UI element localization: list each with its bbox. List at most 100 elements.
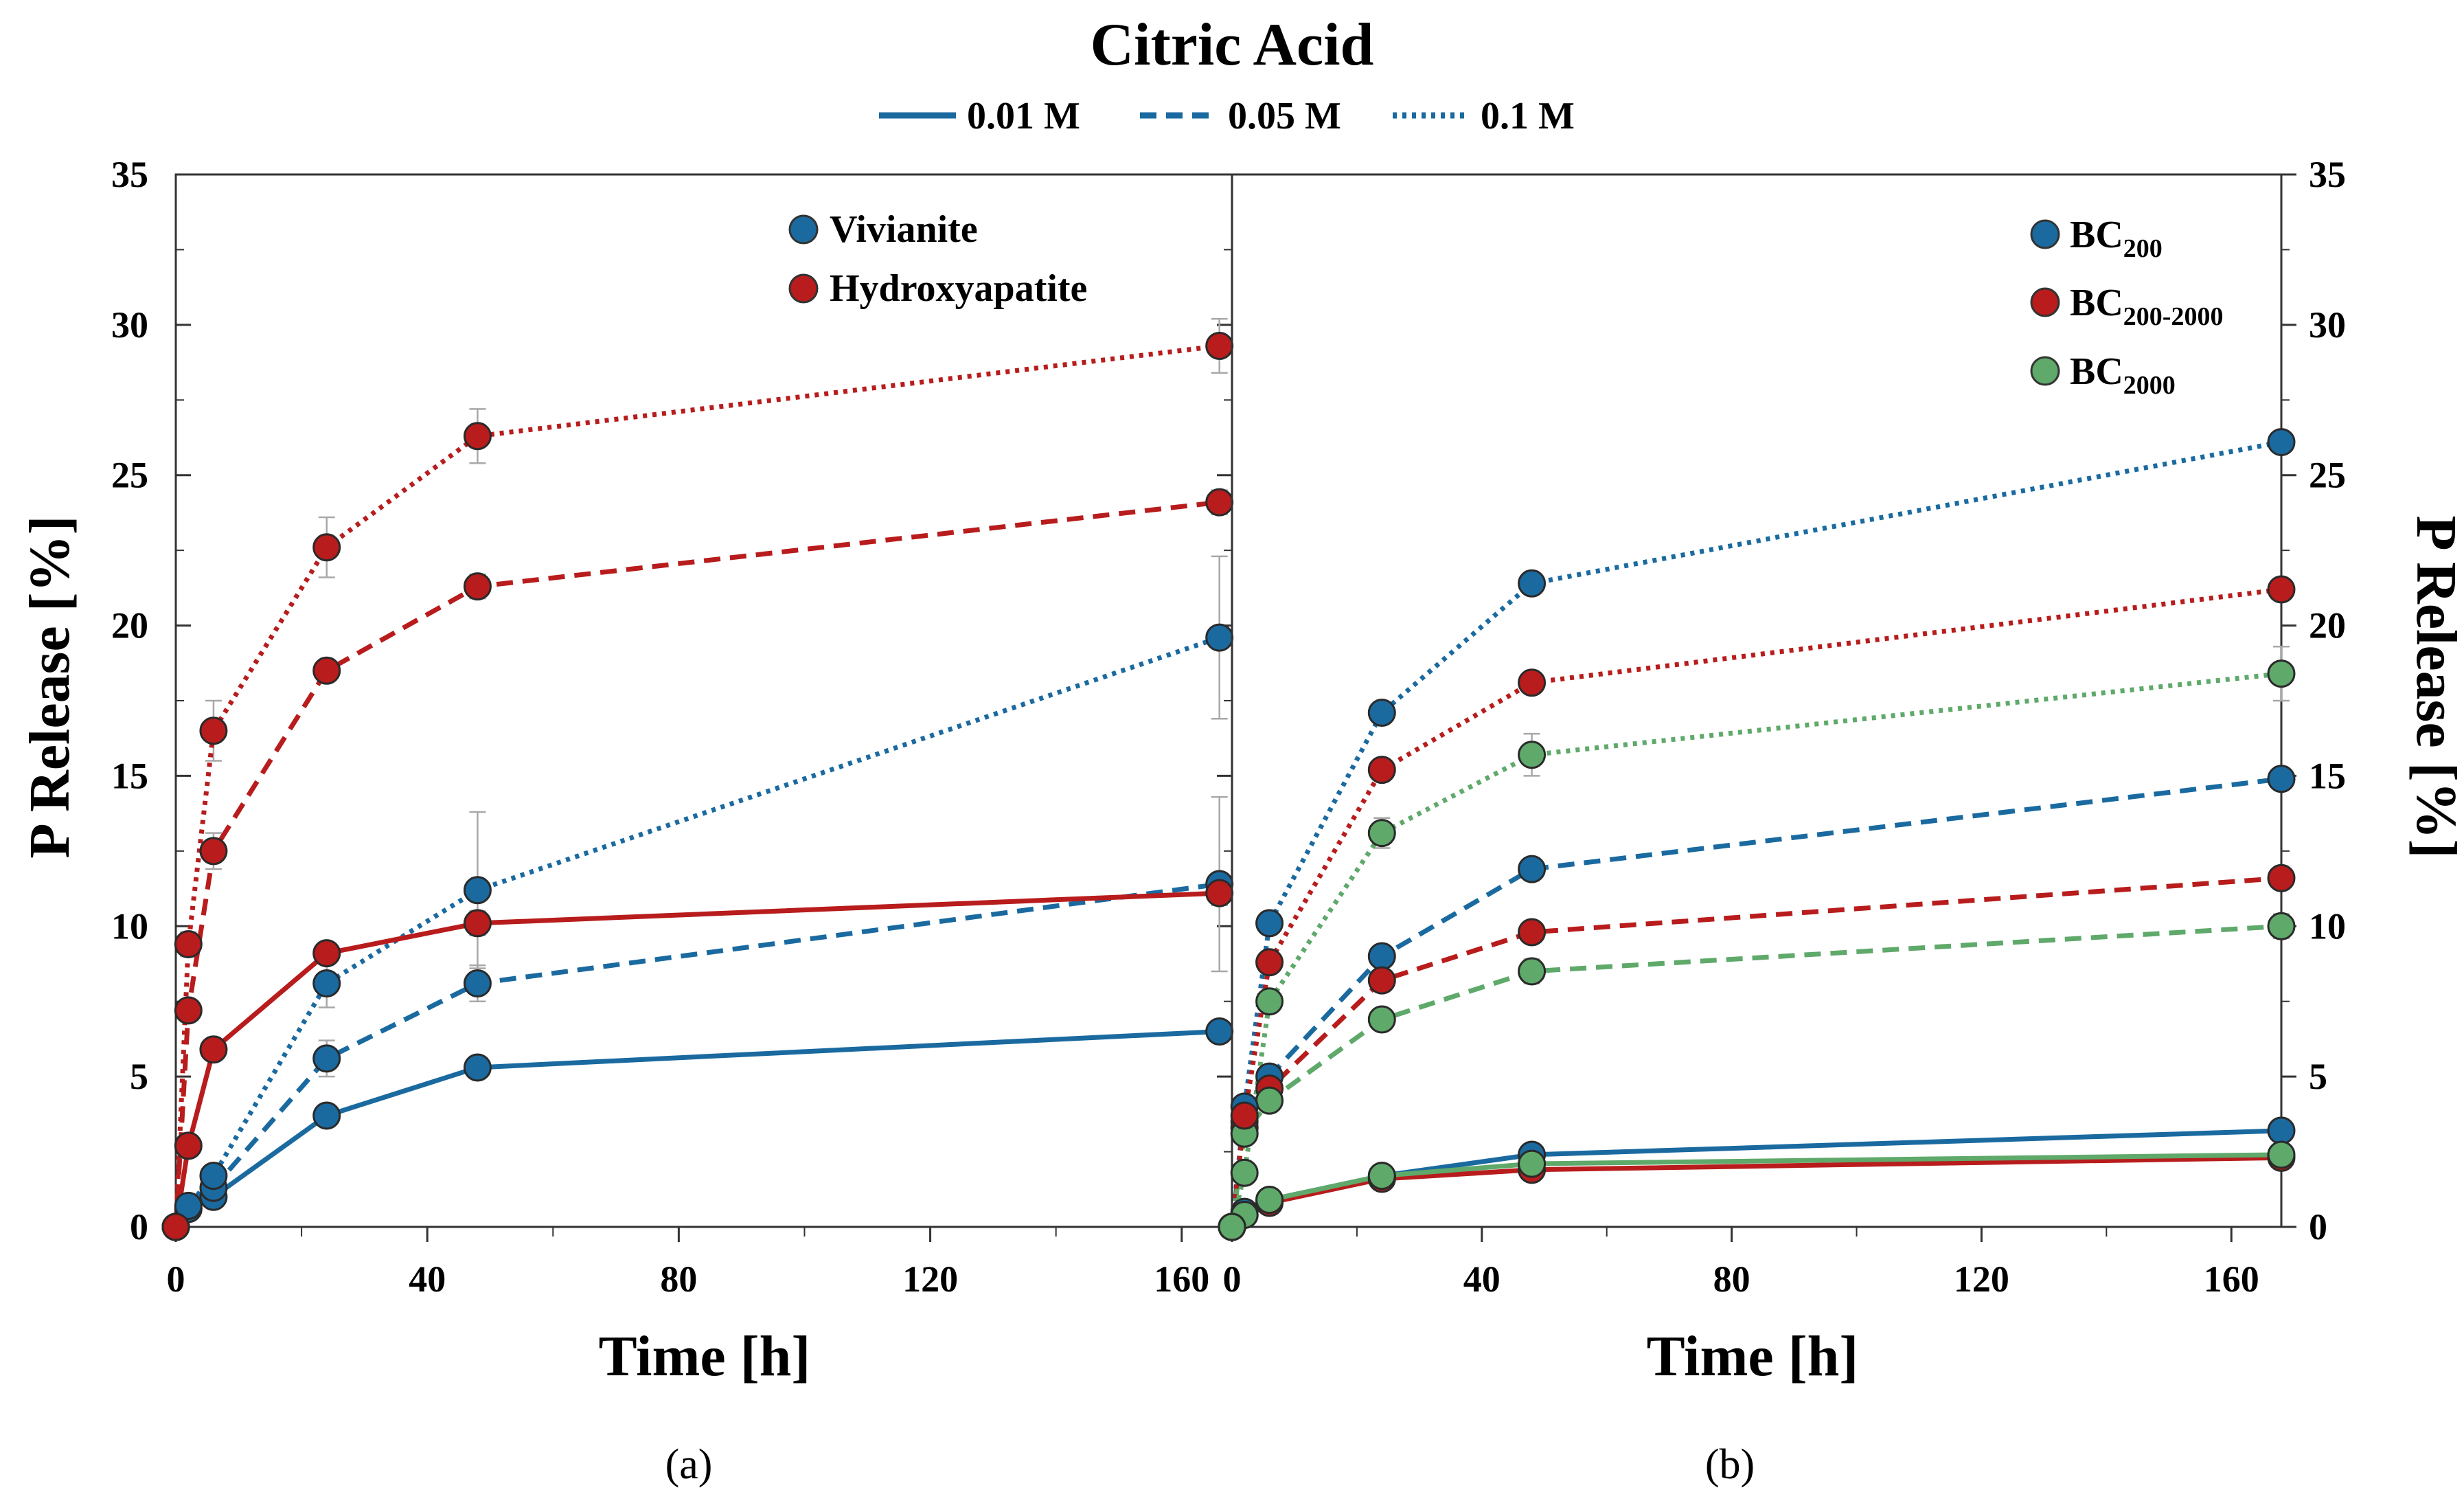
data-point [174,996,203,1025]
data-point [2267,912,2296,940]
x-tick-label: 120 [1954,1259,2009,1300]
panel-a-xlabel: Time [h] [599,1324,811,1388]
data-point [1518,569,1547,598]
x-tick-label: 0 [167,1259,185,1300]
data-point [1367,819,1396,848]
data-point [1518,1149,1547,1178]
x-tick-label: 160 [1154,1259,1209,1300]
series-line [1229,671,2282,1228]
data-point [2267,1116,2296,1145]
data-point [312,533,341,562]
y-tick-label: 30 [111,304,148,346]
x-tick-label: 80 [660,1259,697,1300]
data-point [1230,1158,1259,1187]
data-point [1230,1101,1259,1130]
data-point [199,837,228,866]
line-style-legend-entry: 0.05 M [1140,95,1341,137]
y-tick-label: 5 [2309,1056,2327,1097]
line-style-legend-entry: 0.01 M [879,95,1080,137]
data-point [1205,331,1234,360]
panel-b-label: (b) [1705,1441,1755,1488]
data-point [199,716,228,745]
data-point [1255,987,1284,1016]
panel-b-legend: BC200 BC200-2000 BC2000 [2030,214,2223,400]
panel-a-axes: 0 5 10 15 20 25 30 35 0 40 80 120 160 [111,154,1233,1300]
legend-label-bc200-2000: BC200-2000 [2070,282,2223,331]
legend-marker-bc200 [2030,219,2060,249]
panel-b-points [1218,428,2296,1241]
data-point [174,1191,203,1220]
data-point [1367,942,1396,971]
line-style-legend: 0.01 M 0.05 M 0.1 M [879,95,1575,137]
data-point [2267,765,2296,793]
data-point [312,656,341,685]
data-point [1255,948,1284,977]
data-point [1205,488,1234,517]
x-tick-label: 40 [409,1259,446,1300]
y-tick-label: 5 [130,1056,148,1097]
y-tick-label: 20 [111,605,148,646]
line-style-label-dashed: 0.05 M [1228,95,1341,137]
y-tick-label: 0 [2309,1206,2327,1248]
legend-label-bc200-main: BC [2070,214,2123,256]
data-point [1218,1212,1246,1241]
legend-label-bc200-sub: 200 [2123,234,2163,263]
data-point [199,1035,228,1064]
data-point [1367,756,1396,785]
data-point [463,969,492,997]
x-tick-label: 80 [1713,1259,1750,1300]
data-point [1367,966,1396,995]
data-point [174,1131,203,1160]
data-point [312,1044,341,1073]
data-point [463,422,492,451]
x-tick-label: 0 [1223,1259,1242,1300]
data-point [1518,918,1547,947]
legend-label-bc2000-main: BC [2070,350,2123,393]
data-point [1205,879,1234,907]
legend-marker-bc200-2000 [2030,287,2060,317]
data-point [1518,668,1547,697]
data-point [312,1101,341,1130]
line-style-label-dotted: 0.1 M [1481,95,1575,137]
data-point [2267,659,2296,688]
panel-b-series-lines [1229,440,2282,1229]
y-tick-label: 0 [130,1206,148,1248]
series-line [174,881,1220,1228]
x-tick-label: 40 [1463,1259,1501,1300]
legend-marker-hydroxyapatite [788,273,819,304]
y-tick-label: 25 [2309,455,2346,496]
panel-b-axes: 0 5 10 15 20 25 30 35 0 40 80 120 160 [1223,154,2347,1300]
data-point [1255,909,1284,938]
y-tick-label: 25 [111,455,148,496]
legend-label-bc2000: BC2000 [2070,350,2176,400]
y-tick-label: 10 [2309,905,2346,947]
y-tick-label: 35 [111,154,148,195]
y-tick-label: 30 [2309,304,2346,346]
data-point [2267,864,2296,892]
line-style-legend-entry: 0.1 M [1393,95,1575,137]
x-tick-label: 120 [902,1259,958,1300]
data-point [199,1162,228,1190]
y-tick-label: 15 [111,755,148,796]
data-point [2267,1140,2296,1169]
data-point [463,572,492,601]
data-point [312,969,341,997]
line-style-label-solid: 0.01 M [967,95,1080,137]
data-point [1367,699,1396,727]
legend-label-bc200: BC200 [2070,214,2163,263]
y-tick-label: 20 [2309,605,2346,646]
data-point [1518,855,1547,883]
series-line [173,499,1220,1228]
data-point [1367,1162,1396,1190]
y-tick-label: 35 [2309,154,2346,195]
panel-b-xlabel: Time [h] [1647,1324,1859,1388]
panel-a-points [161,331,1234,1241]
data-point [1255,1186,1284,1215]
data-point [2267,428,2296,457]
data-point [174,930,203,959]
legend-label-vivianite: Vivianite [830,208,978,251]
data-point [463,909,492,938]
data-point [2267,575,2296,604]
